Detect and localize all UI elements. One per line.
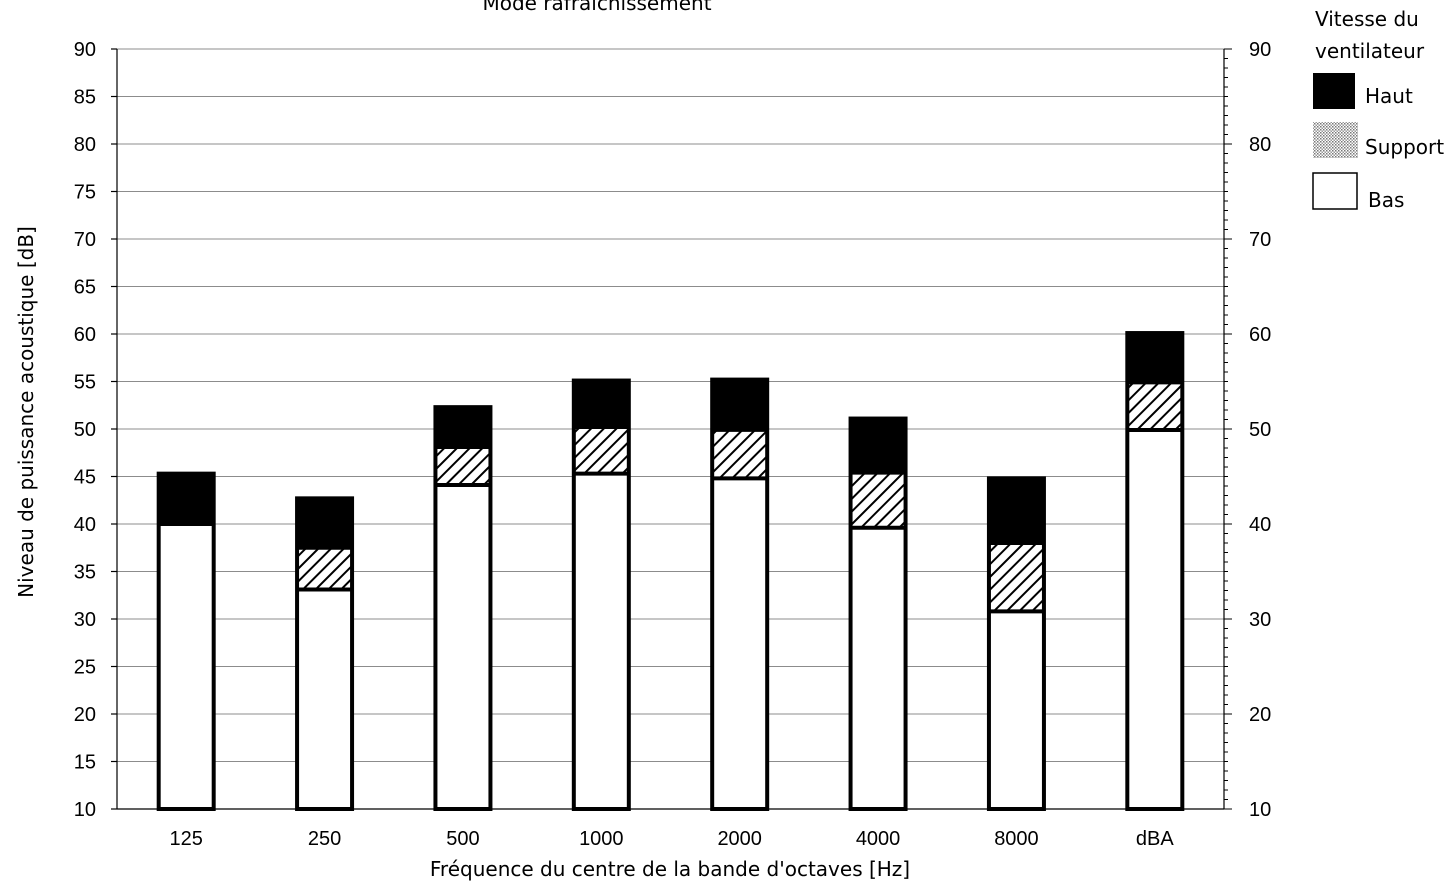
y-axis-ticks: 10 15 20 25 30 35 40 45 50 55 60 65 70 75 80 85 90 <box>74 39 117 821</box>
y2-tick-label: 10 <box>1249 799 1271 821</box>
legend-swatch-bas <box>1312 172 1358 210</box>
bar-haut <box>297 498 353 549</box>
legend: Vitesse du ventilateur Haut Support Bas <box>1312 7 1444 212</box>
bar-bas <box>1127 429 1183 809</box>
bar-haut <box>1127 333 1183 384</box>
bar-haut <box>158 473 214 524</box>
bar-outline <box>571 378 631 811</box>
bar-bas <box>850 527 906 809</box>
legend-swatch-haut <box>1313 73 1355 109</box>
y-tick-label: 90 <box>74 39 96 61</box>
y-tick-label: 30 <box>74 609 96 631</box>
y2-tick-label: 20 <box>1249 704 1271 726</box>
bar-outline <box>848 416 908 811</box>
y2-tick-label: 40 <box>1249 514 1271 536</box>
x-tick-label: 500 <box>446 828 479 850</box>
legend-label-support: Support <box>1365 135 1444 159</box>
y-tick-label: 80 <box>74 134 96 156</box>
bar-support <box>712 430 768 479</box>
legend-label-haut: Haut <box>1365 84 1413 108</box>
y-tick-label: 10 <box>74 799 96 821</box>
y2-tick-label: 30 <box>1249 609 1271 631</box>
x-tick-label: 250 <box>308 828 341 850</box>
bars <box>156 331 1185 811</box>
bar-support <box>850 473 906 528</box>
bar-support <box>1127 383 1183 430</box>
y-tick-label: 40 <box>74 514 96 536</box>
bar-support <box>297 548 353 590</box>
bar-haut <box>573 380 629 429</box>
x-axis-ticks: 125 250 500 1000 2000 4000 8000 dBA <box>170 828 1175 850</box>
x-tick-label: 4000 <box>856 828 901 850</box>
legend-swatch-support <box>1313 122 1358 158</box>
y2-tick-label: 50 <box>1249 419 1271 441</box>
bar-outline <box>710 377 770 811</box>
y-tick-label: 75 <box>74 182 96 204</box>
bar-bas <box>297 589 353 809</box>
x-tick-label: 1000 <box>579 828 624 850</box>
y-tick-label: 65 <box>74 277 96 299</box>
x-tick-label: 125 <box>170 828 203 850</box>
y2-tick-label: 70 <box>1249 229 1271 251</box>
bar-support <box>988 543 1044 612</box>
y-tick-label: 25 <box>74 657 96 679</box>
y-tick-label: 20 <box>74 704 96 726</box>
bar-haut <box>435 407 491 448</box>
x-tick-label: 8000 <box>994 828 1039 850</box>
y2-tick-label: 80 <box>1249 134 1271 156</box>
y2-tick-label: 60 <box>1249 324 1271 346</box>
bar-bas <box>712 478 768 809</box>
legend-title-line-1: Vitesse du <box>1315 7 1419 31</box>
bar-bas <box>435 485 491 809</box>
chart-title: Mode rafraîchissement <box>482 0 711 15</box>
y-tick-label: 45 <box>74 467 96 489</box>
y-tick-label: 15 <box>74 752 96 774</box>
bar-haut <box>712 379 768 431</box>
bar-support <box>573 428 629 474</box>
x-tick-label: 2000 <box>717 828 762 850</box>
y-tick-label: 60 <box>74 324 96 346</box>
legend-label-bas: Bas <box>1368 188 1404 212</box>
bar-haut <box>988 478 1044 544</box>
bar-bas <box>573 473 629 809</box>
bar-outline <box>433 405 493 811</box>
y2-tick-label: 90 <box>1249 39 1271 61</box>
legend-title-line-2: ventilateur <box>1315 39 1425 63</box>
y-tick-label: 35 <box>74 562 96 584</box>
bar-outline <box>295 496 355 811</box>
x-axis-title: Fréquence du centre de la bande d'octave… <box>430 857 910 881</box>
bar-outline <box>156 471 216 811</box>
y-tick-label: 85 <box>74 87 96 109</box>
bar-support <box>435 448 491 486</box>
bar-bas <box>988 611 1044 809</box>
bar-haut <box>850 418 906 474</box>
bar-outline <box>1125 331 1185 811</box>
bar-bas <box>158 524 214 809</box>
bar-outline <box>986 476 1046 811</box>
y-tick-label: 50 <box>74 419 96 441</box>
y-tick-label: 70 <box>74 229 96 251</box>
y-tick-label: 55 <box>74 372 96 394</box>
y-axis-title: Niveau de puissance acoustique [dB] <box>14 226 38 598</box>
gridlines <box>117 48 1224 762</box>
x-tick-label: dBA <box>1136 828 1174 850</box>
y2-axis-ticks: 10 20 30 40 50 60 70 80 90 <box>1224 39 1271 821</box>
